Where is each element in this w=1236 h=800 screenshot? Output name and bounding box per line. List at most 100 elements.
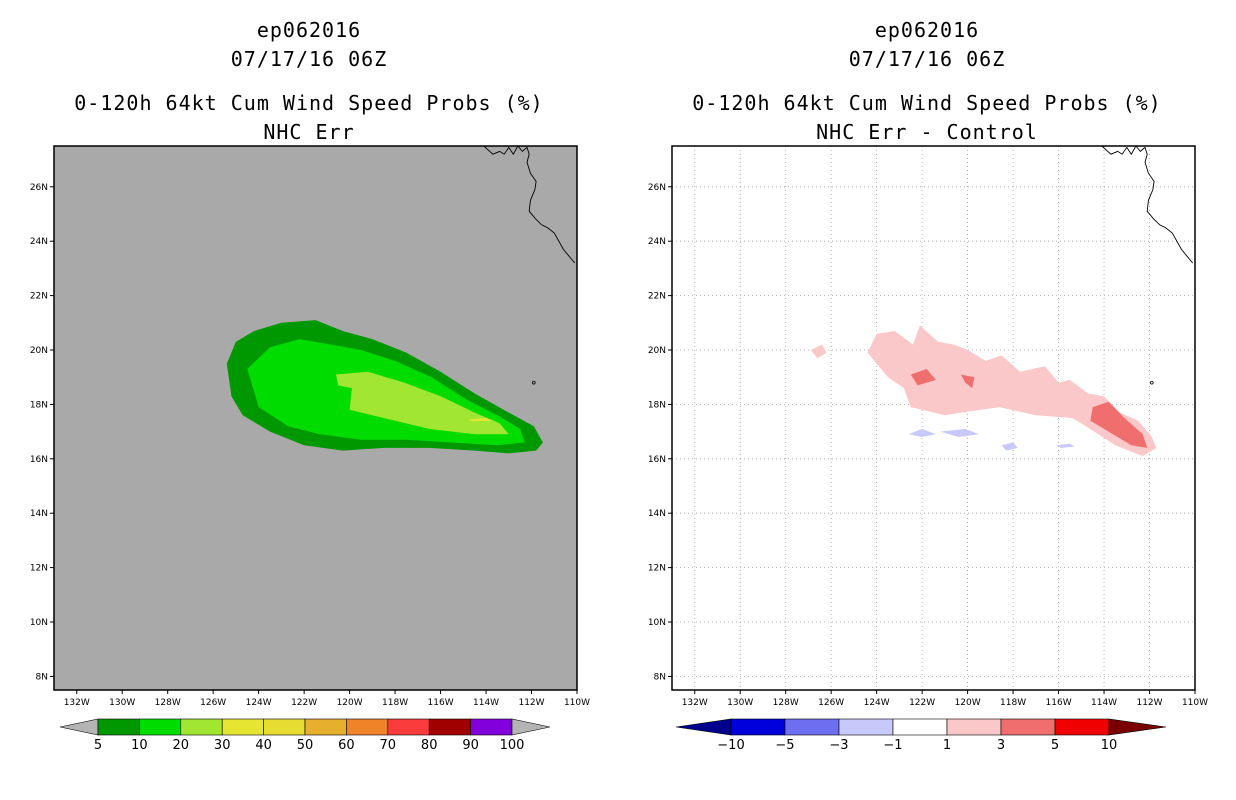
- x-tick-label: 120W: [337, 698, 363, 708]
- contour-region: [467, 418, 493, 422]
- y-tick-label: 18N: [30, 400, 48, 410]
- island-marker: [1149, 380, 1154, 385]
- y-tick-label: 18N: [648, 400, 666, 410]
- x-tick-label: 112W: [518, 698, 544, 708]
- colorbar-label: 40: [255, 738, 272, 753]
- colorbar-swatch: [1000, 718, 1056, 736]
- colorbar-label: 10: [1101, 738, 1118, 753]
- colorbar-label: −1: [883, 738, 902, 753]
- x-tick-label: 124W: [864, 698, 890, 708]
- colorbar-swatch: [97, 718, 140, 736]
- coastline: [483, 146, 576, 264]
- y-tick-label: 24N: [648, 237, 666, 247]
- x-tick-label: 128W: [773, 698, 799, 708]
- x-tick-label: 132W: [682, 698, 708, 708]
- y-tick-label: 16N: [648, 455, 666, 465]
- colorbar-label: 70: [380, 738, 397, 753]
- y-tick-label: 26N: [30, 183, 48, 193]
- x-tick-label: 120W: [955, 698, 981, 708]
- y-tick-label: 22N: [648, 292, 666, 302]
- colorbar-label: 90: [462, 738, 479, 753]
- colorbar-label: −10: [717, 738, 744, 753]
- colorbar-label: 80: [421, 738, 438, 753]
- chart-title-storm-id: ep062016: [874, 18, 980, 42]
- colorbar-label: 5: [1051, 738, 1059, 753]
- x-tick-label: 118W: [1000, 698, 1026, 708]
- x-tick-label: 118W: [382, 698, 408, 708]
- colorbar-label: 50: [297, 738, 314, 753]
- colorbar-swatch: [1054, 718, 1110, 736]
- colorbar-swatch: [221, 718, 264, 736]
- y-tick-label: 20N: [30, 346, 48, 356]
- x-tick-label: 112W: [1136, 698, 1162, 708]
- colorbar-swatch: [428, 718, 471, 736]
- colorbar-swatch: [304, 718, 347, 736]
- contour-region: [336, 371, 509, 435]
- plot-area: [226, 146, 576, 454]
- colorbar-label: −5: [775, 738, 794, 753]
- colorbar-swatch: [180, 718, 223, 736]
- colorbar-label: 100: [500, 738, 525, 753]
- colorbar-label: 1: [943, 738, 951, 753]
- chart-title-storm-id: ep062016: [256, 18, 362, 42]
- x-tick-label: 122W: [291, 698, 317, 708]
- x-tick-label: 122W: [909, 698, 935, 708]
- x-tick-label: 114W: [473, 698, 499, 708]
- colorbar-swatch: [263, 718, 306, 736]
- x-tick-label: 124W: [246, 698, 272, 708]
- colorbar-swatch: [892, 718, 948, 736]
- contour-region: [867, 325, 1157, 457]
- y-tick-label: 26N: [648, 183, 666, 193]
- x-tick-label: 126W: [200, 698, 226, 708]
- x-tick-label: 116W: [428, 698, 454, 708]
- colorbar-swatch: [838, 718, 894, 736]
- chart-subtitle: NHC Err: [263, 120, 355, 144]
- probability-map: 132W 130W 128W 126W 124W 122W 120W 118W 116W 114W…: [30, 145, 590, 753]
- chart-title-product: 0-120h 64kt Cum Wind Speed Probs (%): [74, 91, 544, 115]
- island-marker: [531, 380, 536, 385]
- coastline: [1101, 146, 1194, 264]
- x-tick-label: 126W: [818, 698, 844, 708]
- x-tick-label: 110W: [564, 698, 590, 708]
- contour-region: [1090, 401, 1148, 448]
- x-tick-label: 128W: [155, 698, 181, 708]
- x-tick-label: 132W: [64, 698, 90, 708]
- plot-area: [672, 146, 1195, 690]
- chart-title-datetime: 07/17/16 06Z: [230, 47, 388, 71]
- difference-map: 132W 130W 128W 126W 124W 122W 120W 118W 116W 114W…: [648, 145, 1208, 753]
- x-tick-label: 130W: [727, 698, 753, 708]
- y-tick-label: 10N: [648, 618, 666, 628]
- contour-region: [910, 369, 936, 386]
- contour-region: [908, 428, 936, 437]
- y-tick-label: 14N: [648, 509, 666, 519]
- colorbar-label: −3: [829, 738, 848, 753]
- colorbar-label: 60: [338, 738, 355, 753]
- contour-region: [940, 428, 979, 437]
- colorbar-swatch: [346, 718, 389, 736]
- contour-region: [1001, 442, 1018, 451]
- colorbar-high-triangle: [511, 718, 551, 736]
- y-tick-label: 8N: [654, 672, 666, 682]
- left-chart-panel: ep062016 07/17/16 06Z 0-120h 64kt Cum Wi…: [30, 18, 590, 753]
- y-tick-label: 24N: [30, 237, 48, 247]
- colorbar-swatch: [730, 718, 786, 736]
- colorbar-swatch: [470, 718, 513, 736]
- y-tick-label: 20N: [648, 346, 666, 356]
- chart-title-datetime: 07/17/16 06Z: [848, 47, 1006, 71]
- colorbar-label: 10: [131, 738, 148, 753]
- colorbar-swatch: [139, 718, 182, 736]
- colorbar-label: 3: [997, 738, 1005, 753]
- chart-subtitle: NHC Err - Control: [816, 120, 1038, 144]
- y-tick-label: 14N: [30, 509, 48, 519]
- x-tick-label: 114W: [1091, 698, 1117, 708]
- y-tick-label: 8N: [36, 672, 48, 682]
- chart-title-product: 0-120h 64kt Cum Wind Speed Probs (%): [692, 91, 1162, 115]
- colorbar-swatch: [784, 718, 840, 736]
- y-tick-label: 12N: [30, 564, 48, 574]
- y-tick-label: 10N: [30, 618, 48, 628]
- colorbar-low-triangle: [675, 718, 732, 736]
- y-tick-label: 12N: [648, 564, 666, 574]
- right-chart-panel: ep062016 07/17/16 06Z 0-120h 64kt Cum Wi…: [618, 0, 1236, 800]
- colorbar-swatch: [387, 718, 430, 736]
- x-tick-label: 110W: [1182, 698, 1208, 708]
